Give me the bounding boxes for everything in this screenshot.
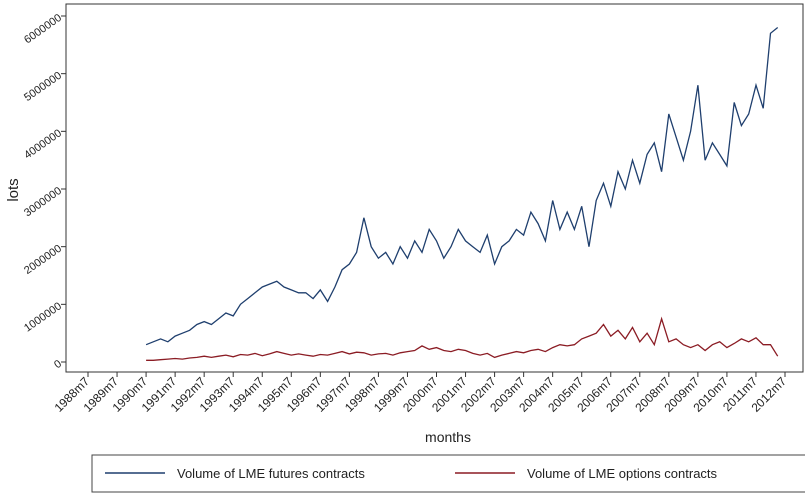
y-tick-label: 3000000 xyxy=(22,185,64,219)
line-series xyxy=(145,26,779,346)
y-tick-label: 4000000 xyxy=(22,127,64,161)
y-tick-label: 5000000 xyxy=(22,70,64,104)
y-tick-label: 1000000 xyxy=(22,300,64,334)
x-axis-title: months xyxy=(425,429,471,445)
line-series xyxy=(146,316,779,361)
y-tick-label: 2000000 xyxy=(22,243,64,277)
legend-label: Volume of LME options contracts xyxy=(527,466,718,481)
legend xyxy=(91,454,805,493)
plot-frame xyxy=(65,3,804,373)
y-tick-label: 6000000 xyxy=(22,12,64,46)
legend-label: Volume of LME futures contracts xyxy=(177,466,365,481)
y-tick-label: 0 xyxy=(52,358,64,371)
y-axis-title: lots xyxy=(5,178,22,201)
